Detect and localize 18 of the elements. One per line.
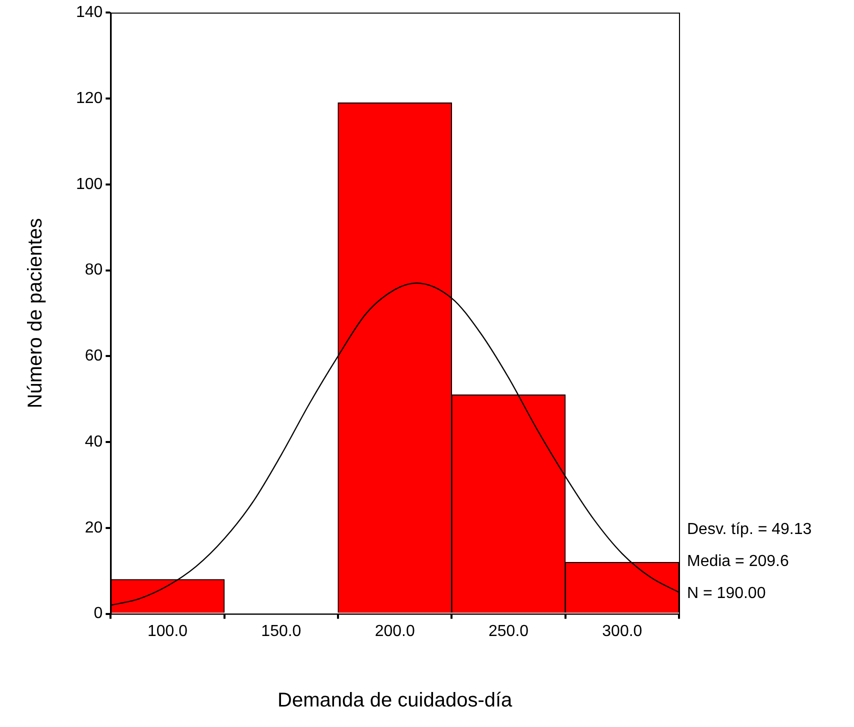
y-axis-title: Número de pacientes: [24, 218, 47, 408]
x-tick-label: 100.0: [148, 622, 188, 640]
x-tick-label: 150.0: [261, 622, 302, 640]
y-tick-label: 140: [76, 4, 103, 22]
y-tick-label: 80: [84, 262, 103, 279]
y-tick-label: 120: [76, 90, 103, 107]
y-tick-label: 0: [94, 605, 103, 622]
y-tick-label: 100: [76, 176, 103, 193]
y-tick-label: 60: [84, 348, 103, 365]
x-tick-label: 300.0: [602, 622, 642, 640]
y-tick-label: 40: [84, 433, 103, 450]
x-tick-label: 250.0: [488, 622, 529, 640]
text: Media = 209.6: [687, 553, 789, 570]
x-tick-label: 200.0: [374, 622, 415, 640]
x-axis-title: Demanda de cuidados-día: [278, 690, 514, 712]
text: N = 190.00: [687, 585, 766, 602]
y-tick-label: 20: [84, 519, 103, 536]
text: Desv. típ. = 49.13: [687, 521, 812, 538]
